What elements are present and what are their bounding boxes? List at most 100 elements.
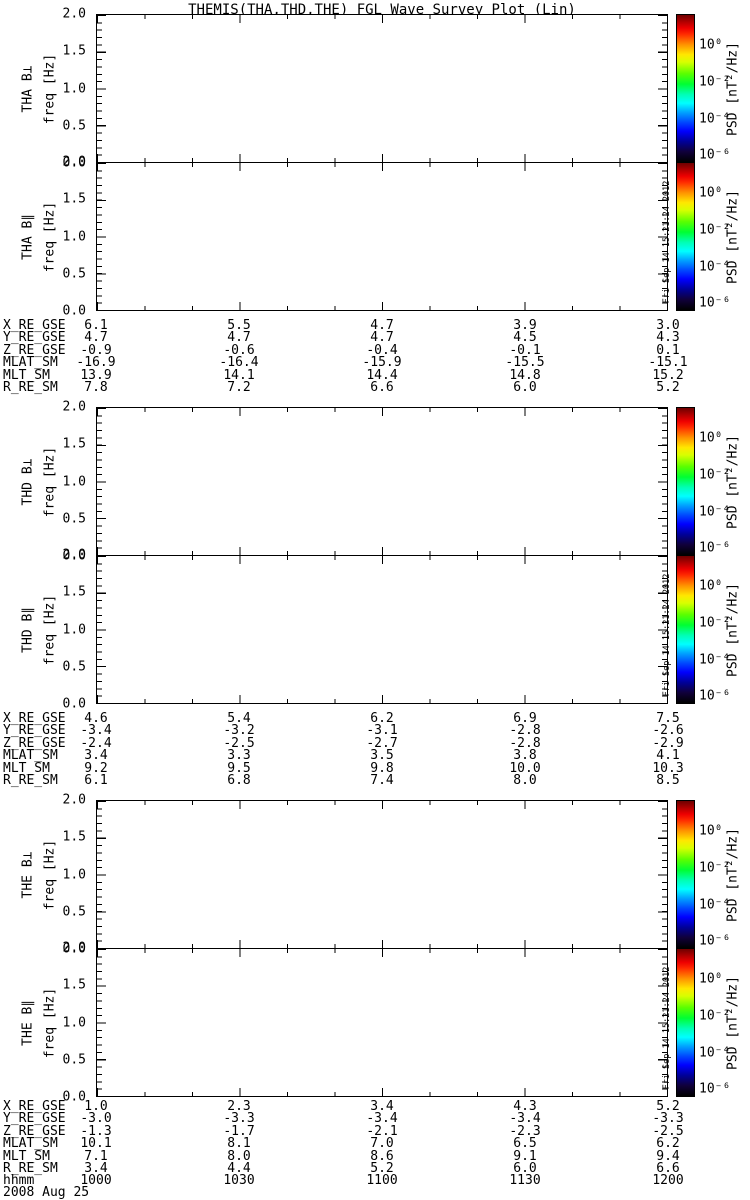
table-cell: 6.1 bbox=[84, 772, 108, 788]
y-tick-label: 1.5 bbox=[62, 584, 86, 600]
colorbar-tick-label: 10⁻⁶ bbox=[699, 147, 731, 163]
table-cell: 6.0 bbox=[513, 1160, 537, 1176]
colorbar-tick-label: 10⁻⁴ bbox=[699, 1045, 731, 1061]
y-tick-label: 0.5 bbox=[62, 904, 86, 920]
table-row: MLT_SM 9.2 9.5 9.8 10.0 10.3 bbox=[0, 760, 750, 776]
y-axis-panel-label: THE B∥ bbox=[19, 948, 37, 1097]
table-row: Z_RE_GSE -1.3 -1.7 -2.1 -2.3 -2.5 bbox=[0, 1123, 750, 1139]
tick-marks bbox=[97, 15, 667, 19]
spectrogram-panel-the-bperp bbox=[96, 800, 668, 949]
table-cell: -15.9 bbox=[362, 355, 402, 371]
table-cell: 4.4 bbox=[227, 1160, 251, 1176]
table-cell: 9.2 bbox=[84, 760, 108, 776]
table-row: MLT_SM 7.1 8.0 8.6 9.1 9.4 bbox=[0, 1148, 750, 1164]
y-tick-label: 0.5 bbox=[62, 659, 86, 675]
table-cell: -2.1 bbox=[366, 1123, 398, 1139]
time-tick-label: 1030 bbox=[223, 1173, 255, 1189]
row-label: R_RE_SM bbox=[3, 1160, 58, 1176]
y-tick-label: 1.0 bbox=[62, 867, 86, 882]
tick-marks bbox=[97, 158, 667, 162]
table-row: MLT_SM 13.9 14.1 14.4 14.8 15.2 bbox=[0, 367, 750, 383]
tick-marks bbox=[97, 944, 667, 948]
y-tick-label: 1.5 bbox=[62, 829, 86, 845]
ephemeris-table-thd: X_RE_GSE 4.6 5.4 6.2 6.9 7.5 Y_RE_GSE -3… bbox=[0, 711, 750, 788]
table-cell: -0.9 bbox=[80, 342, 112, 358]
table-cell: -2.8 bbox=[509, 735, 541, 751]
row-label: MLAT_SM bbox=[3, 1136, 58, 1152]
tick-marks bbox=[97, 949, 667, 953]
colorbar-axis-title: PSD [nT²/Hz] bbox=[724, 14, 742, 163]
y-tick-label: 0.5 bbox=[62, 1052, 86, 1068]
row-label: MLT_SM bbox=[3, 1148, 50, 1164]
table-cell: -2.7 bbox=[366, 735, 398, 751]
tick-marks bbox=[97, 1092, 667, 1096]
tick-marks bbox=[97, 801, 667, 809]
tick-marks bbox=[97, 699, 667, 703]
row-label: R_RE_SM bbox=[3, 379, 58, 395]
table-cell: 8.1 bbox=[227, 1136, 251, 1152]
tick-marks bbox=[97, 556, 667, 560]
psd-colorbar bbox=[676, 800, 695, 949]
table-cell: -0.6 bbox=[223, 342, 255, 358]
colorbar-tick-label: 10⁻⁶ bbox=[699, 933, 731, 949]
table-cell: 3.3 bbox=[227, 748, 251, 764]
y-tick-label: 0.0 bbox=[62, 303, 86, 319]
table-row: Z_RE_GSE -2.4 -2.5 -2.7 -2.8 -2.9 bbox=[0, 735, 750, 751]
spectrogram-panel-thd-bpar bbox=[96, 555, 668, 704]
psd-colorbar bbox=[676, 948, 695, 1097]
table-cell: 7.5 bbox=[656, 711, 680, 726]
table-row: Z_RE_GSE -0.9 -0.6 -0.4 -0.1 0.1 bbox=[0, 342, 750, 358]
colorbar-tick-label: 10⁻⁶ bbox=[699, 1081, 731, 1097]
table-cell: 3.5 bbox=[370, 748, 394, 764]
table-row: MLAT_SM 3.4 3.3 3.5 3.8 4.1 bbox=[0, 748, 750, 764]
table-cell: 9.1 bbox=[513, 1148, 537, 1164]
y-tick-label: 0.0 bbox=[62, 548, 86, 564]
tick-marks bbox=[97, 15, 102, 162]
y-tick-label: 2.0 bbox=[62, 399, 86, 415]
table-cell: 5.2 bbox=[656, 379, 680, 395]
y-tick-label: 0.0 bbox=[62, 941, 86, 957]
table-cell: 10.0 bbox=[509, 760, 541, 776]
tick-marks bbox=[97, 949, 102, 1096]
colorbar-tick-label: 10⁻⁴ bbox=[699, 504, 731, 520]
table-cell: 10.1 bbox=[80, 1136, 112, 1152]
table-cell: 4.7 bbox=[370, 330, 394, 346]
table-row: R_RE_SM 7.8 7.2 6.6 6.0 5.2 bbox=[0, 379, 750, 395]
table-cell: -3.1 bbox=[366, 723, 398, 739]
table-cell: 14.1 bbox=[223, 367, 255, 383]
psd-label: PSD [nT²/Hz] bbox=[725, 827, 741, 922]
table-cell: 6.2 bbox=[656, 1136, 680, 1152]
row-label: Z_RE_GSE bbox=[3, 1123, 66, 1139]
psd-label: PSD [nT²/Hz] bbox=[725, 41, 741, 136]
tick-marks bbox=[97, 163, 667, 167]
psd-colorbar bbox=[676, 407, 695, 556]
table-cell: 6.6 bbox=[656, 1160, 680, 1176]
tick-marks bbox=[97, 163, 667, 171]
table-cell: 9.4 bbox=[656, 1148, 680, 1164]
tick-marks bbox=[662, 163, 667, 310]
table-cell: 13.9 bbox=[80, 367, 112, 383]
y-tick-label: 1.5 bbox=[62, 43, 86, 59]
tick-marks bbox=[97, 408, 667, 412]
colorbar-tick-label: 10⁰ bbox=[699, 37, 723, 52]
panel-label-the-bpar: THE B∥ bbox=[20, 999, 36, 1046]
table-cell: 3.4 bbox=[370, 1099, 394, 1114]
table-cell: 9.5 bbox=[227, 760, 251, 776]
table-cell: -3.2 bbox=[223, 723, 255, 739]
table-cell: 15.2 bbox=[652, 367, 684, 383]
row-label: MLAT_SM bbox=[3, 748, 58, 764]
y-tick-label: 0.5 bbox=[62, 266, 86, 282]
y-axis-panel-label: THA B∥ bbox=[19, 162, 37, 311]
table-cell: 10.3 bbox=[652, 760, 684, 776]
colorbar-axis-title: PSD [nT²/Hz] bbox=[724, 407, 742, 556]
time-tick-label: 1000 bbox=[80, 1173, 112, 1189]
y-tick-label: 1.0 bbox=[62, 1015, 86, 1030]
colorbar-tick-label: 10⁰ bbox=[699, 578, 723, 593]
table-cell: 4.1 bbox=[656, 748, 680, 764]
table-cell: -2.6 bbox=[652, 723, 684, 739]
date-label: 2008 Aug 25 bbox=[3, 1185, 90, 1200]
table-cell: 6.8 bbox=[227, 772, 251, 788]
tick-marks bbox=[97, 556, 667, 564]
psd-colorbar bbox=[676, 162, 695, 311]
table-row: R_RE_SM 3.4 4.4 5.2 6.0 6.6 bbox=[0, 1160, 750, 1176]
